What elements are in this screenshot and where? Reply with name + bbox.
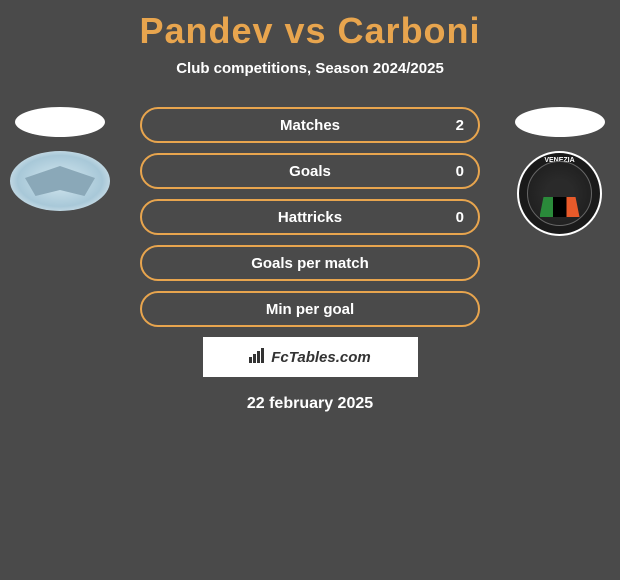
stat-label: Matches xyxy=(280,117,340,134)
player-right-column: VENEZIA xyxy=(515,107,605,236)
club-logo-right: VENEZIA xyxy=(517,151,602,236)
lazio-logo-icon xyxy=(10,151,110,211)
stat-label: Goals per match xyxy=(251,255,369,272)
lazio-eagle-icon xyxy=(25,166,95,196)
venezia-logo-icon: VENEZIA xyxy=(517,151,602,236)
comparison-title: Pandev vs Carboni xyxy=(0,0,620,52)
stat-label: Min per goal xyxy=(266,301,354,318)
player-left-column xyxy=(15,107,110,211)
stat-row-hattricks: Hattricks 0 xyxy=(140,199,480,235)
stat-label: Goals xyxy=(289,163,331,180)
venezia-stripes-icon xyxy=(540,197,580,217)
club-logo-left xyxy=(10,151,110,211)
watermark-text: FcTables.com xyxy=(271,349,370,366)
venezia-inner-icon xyxy=(527,161,592,226)
stat-value: 0 xyxy=(456,209,464,226)
player-left-silhouette xyxy=(15,107,105,137)
date-text: 22 february 2025 xyxy=(0,395,620,413)
stat-value: 0 xyxy=(456,163,464,180)
stat-row-min-per-goal: Min per goal xyxy=(140,291,480,327)
stat-label: Hattricks xyxy=(278,209,342,226)
comparison-subtitle: Club competitions, Season 2024/2025 xyxy=(0,60,620,77)
stat-row-matches: Matches 2 xyxy=(140,107,480,143)
chart-icon xyxy=(249,347,267,368)
watermark-box: FcTables.com xyxy=(203,337,418,377)
stat-value: 2 xyxy=(456,117,464,134)
player-right-silhouette xyxy=(515,107,605,137)
stat-row-goals-per-match: Goals per match xyxy=(140,245,480,281)
stats-list: Matches 2 Goals 0 Hattricks 0 Goals per … xyxy=(140,107,480,327)
content-area: VENEZIA Matches 2 Goals 0 Hattricks 0 Go… xyxy=(0,107,620,413)
stat-row-goals: Goals 0 xyxy=(140,153,480,189)
